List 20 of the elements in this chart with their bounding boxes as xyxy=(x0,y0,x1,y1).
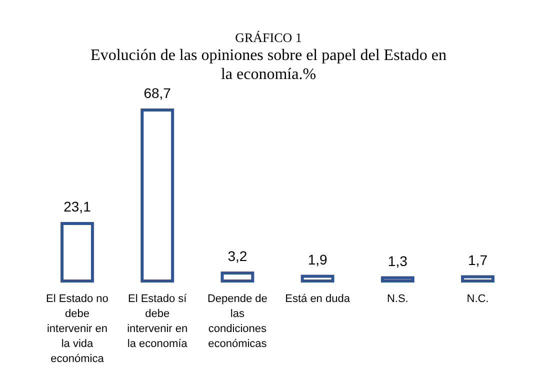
data-label: 1,3 xyxy=(388,252,408,269)
x-tick-label: El Estado sí debe intervenir en la economía xyxy=(127,293,188,350)
x-tick-label: Depende de las condiciones económicas xyxy=(207,293,268,350)
data-label: 68,7 xyxy=(144,85,172,101)
x-tick-label: Está en duda xyxy=(285,293,351,305)
bar xyxy=(380,276,414,282)
x-tick-label: El Estado no debe intervenir en la vida económica xyxy=(46,293,108,365)
chart-title: GRÁFICO 1 xyxy=(235,30,302,45)
x-tick-label: N.S. xyxy=(386,293,408,305)
data-label: 1,7 xyxy=(468,252,488,268)
chart-subtitle: Evolución de las opiniones sobre el papel del Estado en la economía.% xyxy=(90,47,446,83)
bar xyxy=(300,274,334,282)
data-label: 23,1 xyxy=(64,198,92,214)
data-label: 3,2 xyxy=(228,248,248,264)
bar xyxy=(461,275,494,282)
bar xyxy=(220,272,254,282)
x-tick-label: N.C. xyxy=(466,293,489,305)
bar xyxy=(140,108,174,282)
data-label: 1,9 xyxy=(308,251,328,268)
bar xyxy=(60,222,94,282)
